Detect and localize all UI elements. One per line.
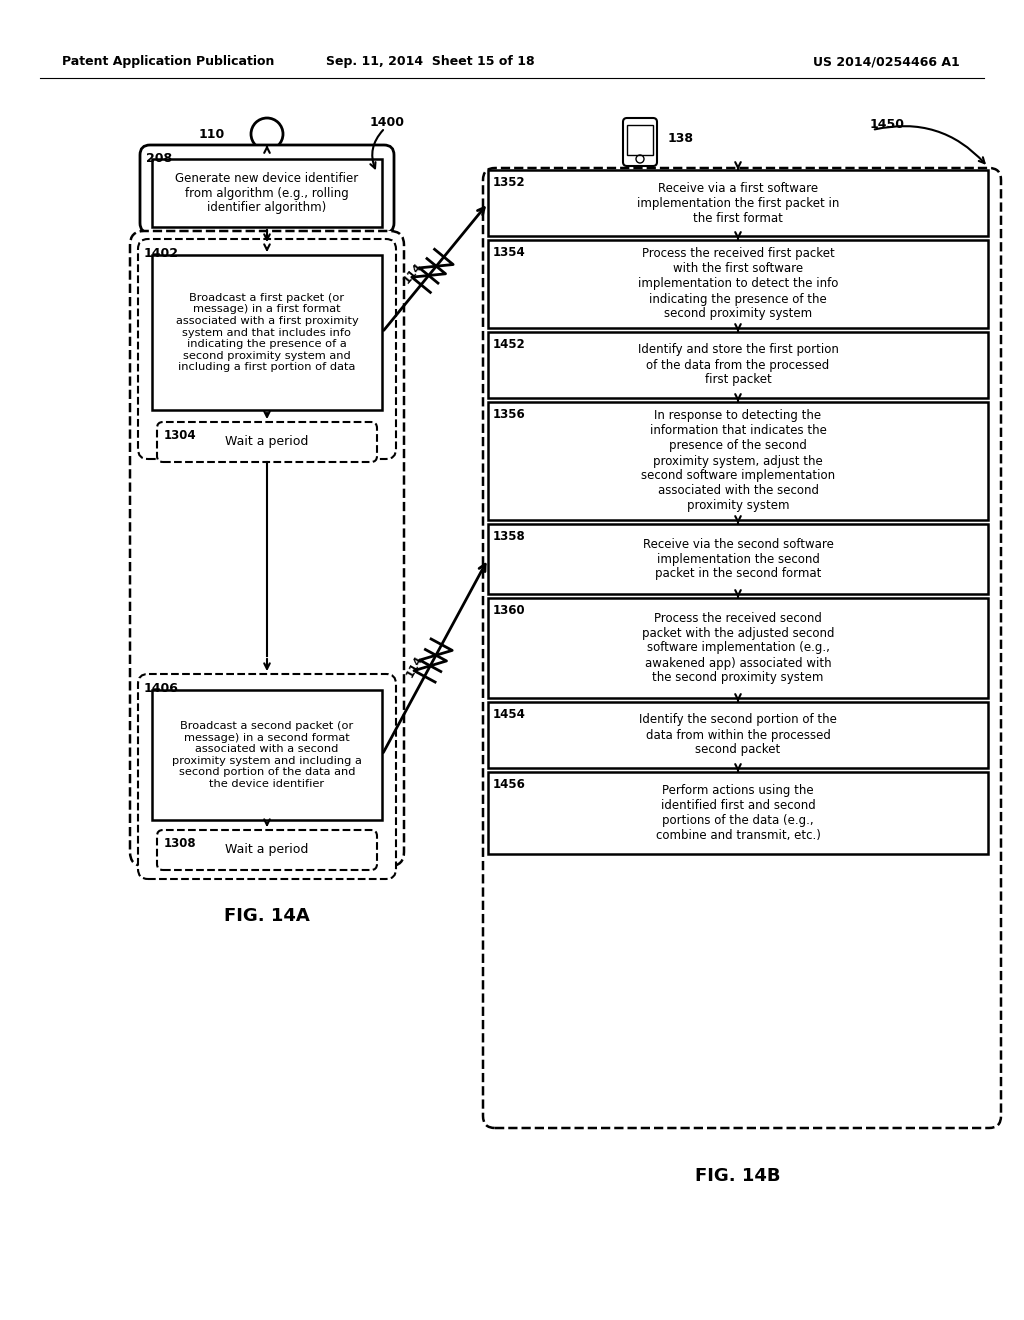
Text: Process the received second
packet with the adjusted second
software implementat: Process the received second packet with … — [642, 611, 835, 685]
Text: Patent Application Publication: Patent Application Publication — [62, 55, 274, 69]
Text: Wait a period: Wait a period — [225, 843, 308, 857]
Text: 138: 138 — [668, 132, 694, 144]
Text: Receive via the second software
implementation the second
packet in the second f: Receive via the second software implemen… — [643, 537, 834, 581]
Text: Wait a period: Wait a period — [225, 436, 308, 449]
Text: 1452: 1452 — [493, 338, 525, 351]
Text: 110: 110 — [199, 128, 225, 140]
Text: Process the received first packet
with the first software
implementation to dete: Process the received first packet with t… — [638, 248, 839, 321]
Text: 1360: 1360 — [493, 605, 525, 616]
Bar — [488, 772, 988, 854]
FancyBboxPatch shape — [483, 168, 1001, 1129]
FancyBboxPatch shape — [140, 145, 394, 234]
Bar — [152, 255, 382, 411]
Bar — [152, 158, 382, 227]
FancyBboxPatch shape — [157, 422, 377, 462]
Text: Generate new device identifier
from algorithm (e.g., rolling
identifier algorith: Generate new device identifier from algo… — [175, 172, 358, 214]
Text: 1456: 1456 — [493, 777, 526, 791]
Text: 1358: 1358 — [493, 531, 525, 543]
Text: Sep. 11, 2014  Sheet 15 of 18: Sep. 11, 2014 Sheet 15 of 18 — [326, 55, 535, 69]
Text: Identify and store the first portion
of the data from the processed
first packet: Identify and store the first portion of … — [638, 343, 839, 387]
Text: 114: 114 — [404, 653, 424, 678]
Text: 1402: 1402 — [144, 247, 179, 260]
Text: Receive via a first software
implementation the first packet in
the first format: Receive via a first software implementat… — [637, 181, 840, 224]
Text: 114: 114 — [401, 260, 424, 285]
Text: 1304: 1304 — [164, 429, 197, 442]
Text: 1308: 1308 — [164, 837, 197, 850]
Bar — [152, 690, 382, 820]
Text: 1450: 1450 — [870, 119, 905, 132]
Text: 1400: 1400 — [370, 116, 406, 128]
Text: 208: 208 — [146, 152, 172, 165]
Text: 1406: 1406 — [144, 682, 179, 696]
Text: FIG. 14A: FIG. 14A — [224, 907, 310, 925]
FancyBboxPatch shape — [138, 239, 396, 459]
FancyBboxPatch shape — [623, 117, 657, 166]
Bar — [488, 333, 988, 399]
Bar — [488, 598, 988, 698]
FancyBboxPatch shape — [138, 675, 396, 879]
Text: 1354: 1354 — [493, 246, 525, 259]
Bar — [488, 403, 988, 520]
FancyBboxPatch shape — [157, 830, 377, 870]
Text: FIG. 14B: FIG. 14B — [695, 1167, 780, 1185]
Text: US 2014/0254466 A1: US 2014/0254466 A1 — [813, 55, 961, 69]
Text: Identify the second portion of the
data from within the processed
second packet: Identify the second portion of the data … — [639, 714, 837, 756]
Bar — [488, 702, 988, 768]
Bar — [488, 524, 988, 594]
Text: Broadcast a first packet (or
message) in a first format
associated with a first : Broadcast a first packet (or message) in… — [176, 293, 358, 372]
Bar — [627, 125, 653, 154]
Text: 1454: 1454 — [493, 708, 526, 721]
Text: In response to detecting the
information that indicates the
presence of the seco: In response to detecting the information… — [641, 409, 835, 512]
Text: 1356: 1356 — [493, 408, 525, 421]
Text: Broadcast a second packet (or
message) in a second format
associated with a seco: Broadcast a second packet (or message) i… — [172, 721, 361, 789]
FancyBboxPatch shape — [130, 231, 404, 866]
Bar — [488, 170, 988, 236]
Text: Perform actions using the
identified first and second
portions of the data (e.g.: Perform actions using the identified fir… — [655, 784, 820, 842]
Bar — [488, 240, 988, 327]
Text: 1352: 1352 — [493, 176, 525, 189]
